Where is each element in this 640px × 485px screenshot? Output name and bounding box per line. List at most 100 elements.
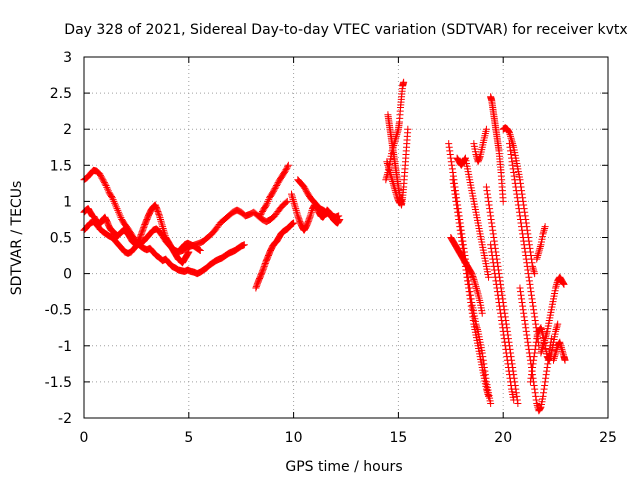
data-point-marker xyxy=(533,255,541,263)
data-point-marker xyxy=(552,327,560,335)
data-point-marker xyxy=(140,223,148,231)
data-point-marker xyxy=(483,187,491,195)
data-point-marker xyxy=(485,201,493,209)
data-point-marker xyxy=(104,185,112,193)
data-point-marker xyxy=(530,309,538,317)
data-point-marker xyxy=(391,187,399,195)
data-point-marker xyxy=(196,246,204,254)
data-point-marker xyxy=(507,147,515,155)
data-point-marker xyxy=(465,284,473,292)
data-point-marker xyxy=(404,125,412,133)
x-tick-label: 25 xyxy=(599,430,617,446)
data-point-marker xyxy=(485,392,493,400)
data-point-marker xyxy=(518,298,526,306)
data-point-marker xyxy=(253,281,261,289)
data-point-marker xyxy=(474,288,482,296)
data-point-marker xyxy=(262,202,270,210)
data-point-marker xyxy=(453,205,461,213)
data-point-marker xyxy=(289,196,297,204)
data-point-marker xyxy=(531,317,539,325)
data-point-marker xyxy=(451,190,459,198)
data-point-marker xyxy=(490,266,498,274)
data-point-marker xyxy=(552,349,560,357)
data-point-marker xyxy=(472,284,480,292)
data-point-marker xyxy=(111,201,119,209)
data-point-marker xyxy=(472,283,480,291)
data-point-marker xyxy=(559,280,567,288)
data-point-marker xyxy=(534,252,542,260)
data-point-marker xyxy=(158,221,166,229)
data-point-marker xyxy=(461,155,469,163)
data-point-marker xyxy=(295,215,303,223)
data-point-marker xyxy=(307,210,315,218)
data-point-marker xyxy=(507,382,515,390)
data-point-marker xyxy=(501,342,509,350)
data-point-marker xyxy=(551,353,559,361)
data-point-marker xyxy=(159,223,167,231)
data-point-marker xyxy=(507,134,515,142)
data-point-marker xyxy=(540,228,548,236)
data-point-marker xyxy=(157,217,165,225)
data-point-marker xyxy=(476,154,484,162)
data-point-marker xyxy=(498,320,506,328)
data-point-marker xyxy=(283,197,291,205)
data-point-marker xyxy=(382,176,390,184)
y-tick-label: 0.5 xyxy=(50,231,72,247)
data-point-marker xyxy=(510,172,518,180)
data-point-marker xyxy=(499,197,507,205)
data-point-marker xyxy=(514,201,522,209)
data-point-marker xyxy=(510,396,518,404)
data-point-marker xyxy=(543,367,551,375)
data-point-marker xyxy=(505,129,513,137)
data-point-marker xyxy=(466,291,474,299)
data-point-marker xyxy=(261,259,269,267)
data-point-marker xyxy=(489,226,497,234)
data-point-marker xyxy=(527,288,535,296)
data-point-marker xyxy=(499,327,507,335)
data-point-marker xyxy=(497,309,505,317)
data-point-marker xyxy=(290,219,298,227)
data-point-marker xyxy=(300,183,308,191)
data-point-marker xyxy=(256,212,264,220)
data-point-marker xyxy=(502,349,510,357)
data-point-marker xyxy=(517,291,525,299)
data-point-marker xyxy=(487,400,495,408)
data-point-marker xyxy=(252,283,260,291)
data-point-marker xyxy=(102,182,110,190)
data-point-marker xyxy=(154,208,162,216)
data-point-marker xyxy=(512,187,520,195)
data-point-marker xyxy=(521,320,529,328)
data-point-marker xyxy=(335,212,343,220)
data-point-marker xyxy=(306,213,314,221)
data-point-marker xyxy=(494,295,502,303)
data-point-marker xyxy=(471,279,479,287)
data-point-marker xyxy=(553,322,561,330)
data-point-marker xyxy=(466,295,474,303)
data-point-marker xyxy=(530,353,538,361)
data-point-marker xyxy=(507,132,515,140)
data-point-marker xyxy=(273,180,281,188)
data-point-marker xyxy=(551,351,559,359)
data-point-marker xyxy=(524,338,532,346)
data-point-marker xyxy=(541,335,549,343)
data-point-marker xyxy=(384,163,392,171)
data-point-marker xyxy=(455,215,463,223)
data-point-marker xyxy=(522,324,530,332)
data-point-marker xyxy=(252,284,260,292)
data-point-marker xyxy=(482,125,490,133)
y-tick-label: -0.5 xyxy=(45,303,72,319)
data-point-marker xyxy=(487,212,495,220)
data-point-marker xyxy=(460,156,468,164)
data-point-marker xyxy=(97,171,105,179)
data-point-marker xyxy=(532,342,540,350)
data-point-marker xyxy=(384,161,392,169)
data-point-marker xyxy=(503,356,511,364)
data-point-marker xyxy=(392,188,400,196)
data-point-marker xyxy=(265,196,273,204)
data-point-marker xyxy=(529,363,537,371)
data-point-marker xyxy=(523,262,531,270)
data-point-marker xyxy=(539,230,547,238)
y-tick-label: -2 xyxy=(58,411,72,427)
